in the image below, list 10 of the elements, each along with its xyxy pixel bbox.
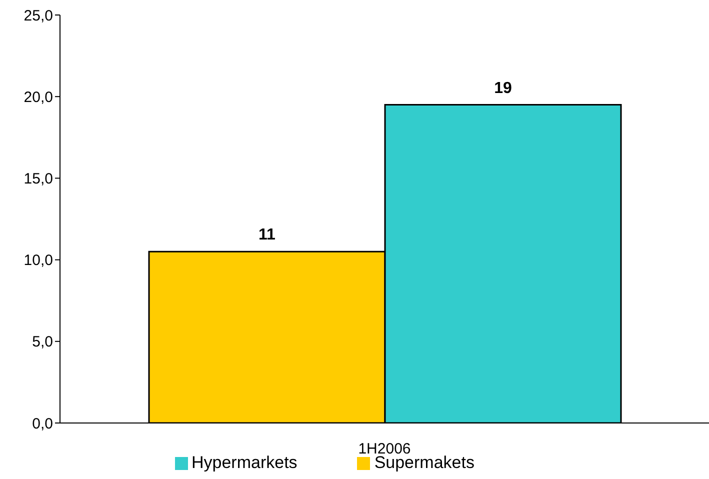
legend-label: Hypermarkets [192,453,298,472]
y-tick-label: 10,0 [24,252,53,270]
legend-label: Supermakets [374,453,474,472]
y-tick-label: 5,0 [32,334,53,351]
y-tick-label: 15,0 [24,170,53,188]
y-tick-label: 0,0 [32,415,53,432]
y-tick-label: 25,0 [24,7,53,24]
data-label: 19 [494,80,512,97]
y-tick-label: 20,0 [24,88,53,106]
data-label: 11 [258,226,276,244]
